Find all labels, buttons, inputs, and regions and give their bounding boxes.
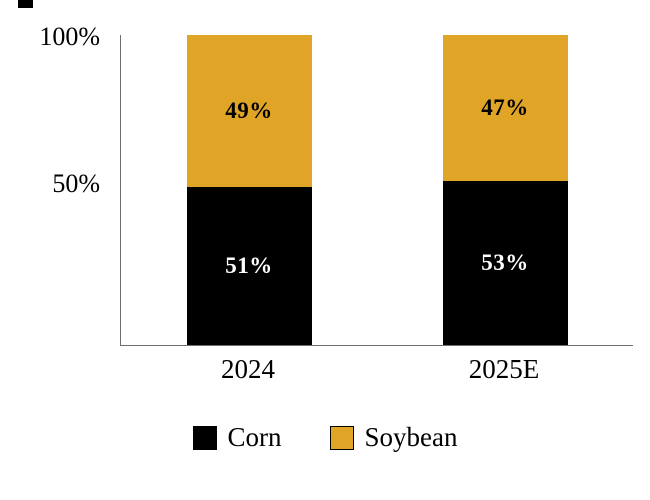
legend-item-corn: Corn: [192, 422, 282, 453]
legend-label-corn: Corn: [227, 422, 282, 452]
y-axis-tick-50: 50%: [52, 169, 100, 198]
y-axis-tick-100: 100%: [39, 22, 100, 51]
legend-item-soybean: Soybean: [329, 422, 458, 453]
top-left-crop-artifact: [18, 0, 33, 8]
x-axis-label-2024: 2024: [221, 354, 275, 384]
bar-segment-corn: 51%: [186, 186, 312, 345]
data-label-soybean: 49%: [225, 97, 273, 123]
plot-area: 49% 51% 47% 53%: [120, 35, 633, 346]
soybean-swatch-icon: [329, 425, 354, 450]
data-label-corn: 51%: [225, 252, 273, 278]
corn-swatch-icon: [192, 425, 217, 450]
legend-label-soybean: Soybean: [364, 422, 458, 452]
legend: Corn Soybean: [0, 422, 650, 453]
data-label-soybean: 47%: [481, 94, 529, 120]
x-axis-labels: 2024 2025E: [120, 354, 632, 388]
x-axis-label-2025e: 2025E: [468, 354, 540, 384]
bar-segment-soybean: 47%: [442, 35, 568, 181]
bar-2025e: 47% 53%: [442, 35, 568, 345]
bar-2024: 49% 51%: [186, 35, 312, 345]
data-label-corn: 53%: [481, 249, 529, 275]
bar-segment-corn: 53%: [442, 180, 568, 345]
bar-segment-soybean: 49%: [186, 35, 312, 187]
